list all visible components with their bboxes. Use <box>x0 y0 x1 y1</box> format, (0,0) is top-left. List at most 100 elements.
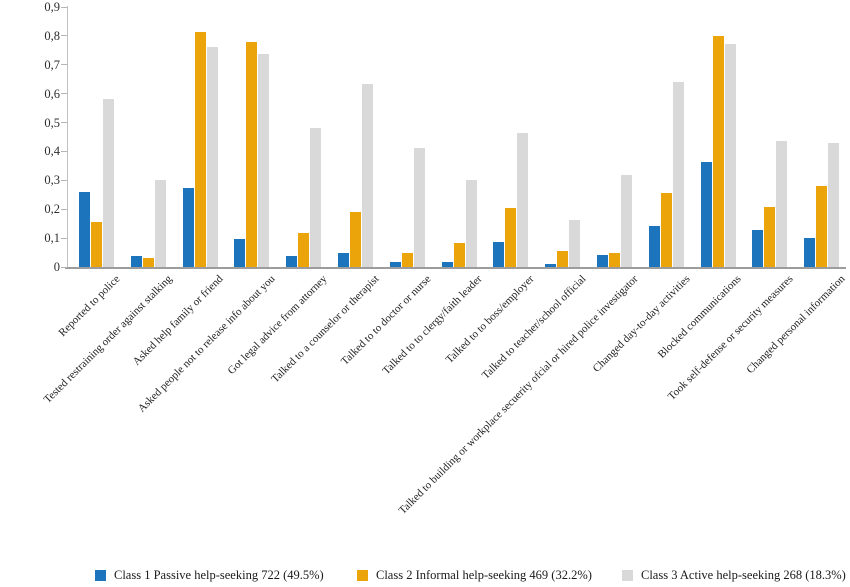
bar-cluster <box>596 175 632 267</box>
legend-label-class2: Class 2 Informal help-seeking 469 (32.2%… <box>376 568 592 582</box>
x-axis-label: Asked people not to release info about y… <box>135 273 278 415</box>
y-tick-mark <box>61 266 67 268</box>
bar-cluster <box>389 147 425 267</box>
category-group: Asked help family or friend <box>131 7 226 368</box>
bar-class2 <box>764 206 776 267</box>
legend-item-class3: Class 3 Active help-seeking 268 (18.3%) <box>622 568 846 583</box>
bar-class2 <box>453 243 465 267</box>
category-group: Talked to building or workplace secuerit… <box>396 7 640 517</box>
category-group: Talked to teacher/school official <box>480 7 588 382</box>
bar-class2 <box>401 253 413 267</box>
bar-class3 <box>413 147 425 267</box>
y-tick-mark <box>61 6 67 8</box>
bar-class1 <box>441 262 453 267</box>
bar-class2 <box>194 32 206 267</box>
bar-class1 <box>389 262 401 267</box>
bar-cluster <box>752 140 788 267</box>
y-axis-label: 0,8 <box>44 28 60 43</box>
category-group: Talked to to clergy/faith leader <box>381 7 485 377</box>
bar-class2 <box>505 208 517 267</box>
category-group: Blocked communications <box>656 7 744 361</box>
category-group: Reported to police <box>56 7 122 339</box>
y-axis-label: 0,9 <box>44 0 60 14</box>
bar-cluster <box>804 143 840 267</box>
bar-class1 <box>752 230 764 267</box>
y-tick-mark <box>61 179 67 181</box>
y-axis-label: 0,5 <box>44 115 60 130</box>
bar-cluster <box>79 99 114 267</box>
category-group: Talked to to boss/employer <box>444 7 537 366</box>
x-axis-label: Tested restraining order against stalkin… <box>41 273 175 406</box>
bar-class3 <box>103 99 114 267</box>
bar-class3 <box>828 143 840 267</box>
bar-class3 <box>310 128 322 267</box>
legend-swatch-class3-icon <box>622 570 633 581</box>
bar-class1 <box>130 256 142 267</box>
bar-class1 <box>493 242 505 267</box>
bar-class1 <box>700 161 712 267</box>
bar-cluster <box>545 219 581 267</box>
bar-class1 <box>286 256 298 267</box>
category-group: Talked to a counselor or therapist <box>269 7 381 385</box>
y-tick-mark <box>61 237 67 239</box>
bar-cluster <box>493 133 529 267</box>
plot-area: Reported to police Tested restraining ord… <box>41 6 847 517</box>
y-axis-label: 0,4 <box>44 144 60 159</box>
legend-item-class2: Class 2 Informal help-seeking 469 (32.2%… <box>357 568 592 583</box>
bar-class3 <box>465 180 477 267</box>
bar-class2 <box>246 41 258 267</box>
bar-class3 <box>776 140 788 267</box>
bar-class3 <box>517 133 529 267</box>
bar-class2 <box>712 35 724 267</box>
bar-class1 <box>337 253 349 267</box>
legend-label-class1: Class 1 Passive help-seeking 722 (49.5%) <box>114 568 324 582</box>
legend-swatch-class1-icon <box>95 570 106 581</box>
bar-groups: Reported to police Tested restraining ord… <box>41 7 847 517</box>
x-axis-line <box>65 267 846 269</box>
bar-class2 <box>608 252 620 267</box>
bar-class3 <box>620 175 632 267</box>
bar-class1 <box>804 238 816 267</box>
y-axis-label: 0,1 <box>44 231 60 246</box>
bar-cluster <box>441 180 477 267</box>
category-group: Changed personal information <box>744 7 847 376</box>
y-axis-label: 0 <box>53 260 60 274</box>
y-tick-mark <box>61 150 67 152</box>
bar-class2 <box>298 233 310 267</box>
bar-class2 <box>816 186 828 267</box>
y-tick-mark <box>61 93 67 95</box>
category-group: Talked to to doctor or nurse <box>338 7 433 368</box>
bar-class2 <box>660 192 672 267</box>
bar-cluster <box>648 81 684 267</box>
bar-class3 <box>672 81 684 267</box>
legend-item-class1: Class 1 Passive help-seeking 722 (49.5%) <box>95 568 324 583</box>
bar-cluster <box>700 35 736 267</box>
y-axis-label: 0,2 <box>44 202 60 217</box>
category-group: Got legal advice from attorney <box>226 7 329 377</box>
bar-cluster <box>130 180 166 267</box>
bar-cluster <box>286 128 322 267</box>
bar-class3 <box>724 44 736 267</box>
y-axis-label: 0,3 <box>44 173 60 188</box>
y-tick-mark <box>61 35 67 37</box>
y-axis-label: 0,6 <box>44 86 60 101</box>
y-tick-mark <box>61 208 67 210</box>
y-axis-label: 0,7 <box>44 57 60 72</box>
bar-class1 <box>234 238 246 267</box>
legend-swatch-class2-icon <box>357 570 368 581</box>
bar-class3 <box>154 180 166 267</box>
bar-class3 <box>569 219 581 267</box>
bar-class1 <box>79 191 90 267</box>
bar-class1 <box>182 188 194 267</box>
bar-class3 <box>258 53 270 267</box>
bar-class2 <box>91 221 102 267</box>
y-tick-mark <box>61 122 67 124</box>
category-group: Changed day-to-day activities <box>590 7 692 375</box>
bar-class2 <box>142 258 154 267</box>
bar-cluster <box>234 41 270 267</box>
bar-class1 <box>596 255 608 267</box>
bar-class2 <box>557 251 569 267</box>
bar-class2 <box>349 211 361 267</box>
bar-cluster <box>337 84 373 267</box>
